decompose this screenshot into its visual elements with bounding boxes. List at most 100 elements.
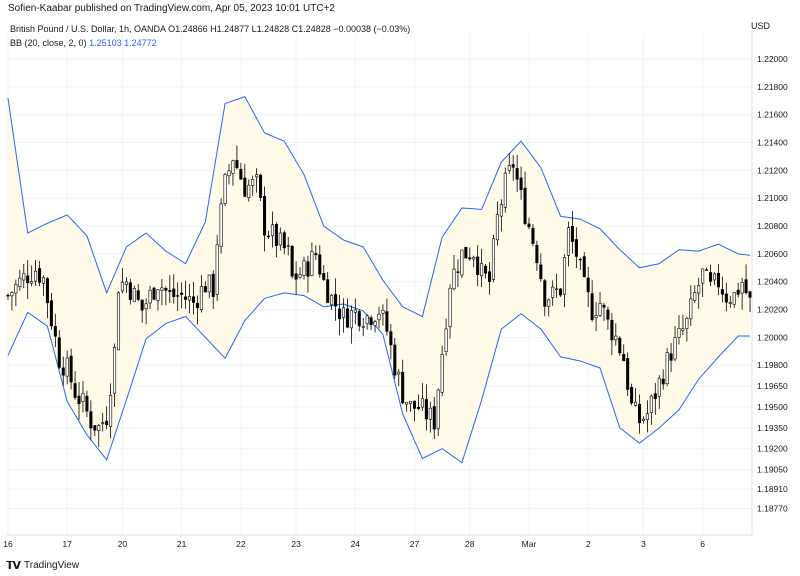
time-tick-label: 23 xyxy=(291,539,301,549)
candle-body xyxy=(65,357,69,377)
time-tick-label: 22 xyxy=(236,539,246,549)
candle-body xyxy=(562,257,567,295)
candle-body xyxy=(290,246,294,277)
candle-body xyxy=(622,353,626,362)
candle-body xyxy=(322,273,326,280)
bb-lower-value: 1.24772 xyxy=(124,38,157,48)
candle-body xyxy=(456,271,460,273)
candle-body xyxy=(215,244,219,295)
candle-body xyxy=(645,413,649,420)
candle-body xyxy=(570,225,574,242)
footer-brand: 𝗧𝗩 TradingView xyxy=(6,557,79,573)
price-tick-label: 1.20400 xyxy=(757,277,788,287)
candle-body xyxy=(551,286,555,298)
candle-body xyxy=(724,293,728,303)
candle-body xyxy=(618,337,622,354)
candle-body xyxy=(144,303,148,310)
candle-body xyxy=(243,177,247,197)
candle-body xyxy=(637,403,642,424)
candle-body xyxy=(744,279,748,294)
candle-body xyxy=(740,282,744,294)
candle-body xyxy=(116,292,121,351)
candle-body xyxy=(634,401,638,406)
candle-body xyxy=(689,298,693,320)
candle-body xyxy=(314,253,318,256)
candle-body xyxy=(136,290,140,300)
time-tick-label: 27 xyxy=(410,539,420,549)
candle-body xyxy=(132,288,136,302)
price-tick-label: 1.19200 xyxy=(757,444,788,454)
candle-body xyxy=(278,232,282,246)
price-tick-label: 1.22000 xyxy=(757,54,788,64)
candle-body xyxy=(630,387,634,404)
candle-body xyxy=(405,402,409,405)
time-tick-label: Mar xyxy=(522,539,537,549)
candle-body xyxy=(18,277,22,288)
candle-body xyxy=(357,311,361,327)
candle-body xyxy=(594,315,598,319)
candle-body xyxy=(697,285,701,294)
candle-body xyxy=(527,223,531,228)
candle-body xyxy=(515,168,519,180)
candle-body xyxy=(176,295,180,297)
candle-body xyxy=(270,224,274,236)
candle-body xyxy=(306,261,310,277)
time-tick-label: 17 xyxy=(62,539,72,549)
bb-indicator-line[interactable]: BB (20, close, 2, 0) 1.25103 1.24772 xyxy=(10,36,410,50)
candle-body xyxy=(409,401,413,404)
candle-body xyxy=(460,249,464,276)
candle-body xyxy=(156,289,160,301)
candle-body xyxy=(555,288,559,290)
candle-body xyxy=(81,393,85,402)
price-tick-label: 1.21000 xyxy=(757,193,788,203)
candle-body xyxy=(728,301,732,304)
bb-label: BB (20, close, 2, 0) xyxy=(10,38,87,48)
time-tick-label: 21 xyxy=(177,539,187,549)
candle-body xyxy=(93,425,97,431)
candle-body xyxy=(590,293,594,320)
candle-body xyxy=(748,291,752,298)
candle-body xyxy=(464,246,468,259)
candle-body xyxy=(535,245,539,263)
candle-body xyxy=(543,280,547,307)
candle-body xyxy=(511,164,515,168)
time-tick-label: 28 xyxy=(465,539,475,549)
price-tick-label: 1.21200 xyxy=(757,165,788,175)
time-tick-label: 20 xyxy=(118,539,128,549)
candle-body xyxy=(184,296,188,300)
candle-body xyxy=(235,160,239,169)
price-tick-label: 1.19050 xyxy=(757,465,788,475)
candle-body xyxy=(523,187,527,224)
candle-body xyxy=(41,277,46,284)
symbol-line[interactable]: British Pound / U.S. Dollar, 1h, OANDA O… xyxy=(10,24,411,34)
candle-body xyxy=(539,264,543,280)
candle-body xyxy=(673,337,677,360)
candle-body xyxy=(712,273,717,281)
candle-body xyxy=(6,294,10,297)
candle-body xyxy=(732,292,736,305)
candle-body xyxy=(330,295,334,306)
candle-body xyxy=(22,272,26,281)
candle-body xyxy=(559,288,563,296)
candle-body xyxy=(53,326,57,337)
footer-brand-text: TradingView xyxy=(24,559,80,571)
candle-body xyxy=(338,308,342,320)
candle-body xyxy=(341,307,345,318)
candle-body xyxy=(531,227,535,244)
candle-body xyxy=(582,256,586,278)
time-tick-label: 24 xyxy=(351,539,361,549)
candle-body xyxy=(195,302,199,309)
candle-body xyxy=(188,296,192,301)
candle-body xyxy=(420,398,424,408)
candle-body xyxy=(294,273,298,280)
candle-body xyxy=(199,286,203,311)
candle-body xyxy=(318,254,322,275)
candle-body xyxy=(452,268,456,290)
tradingview-logo-icon: 𝗧𝗩 xyxy=(6,559,21,572)
candle-body xyxy=(168,289,172,292)
candle-body xyxy=(45,278,49,304)
candle-body xyxy=(448,287,452,327)
candle-body xyxy=(255,174,259,178)
candle-body xyxy=(657,377,661,397)
